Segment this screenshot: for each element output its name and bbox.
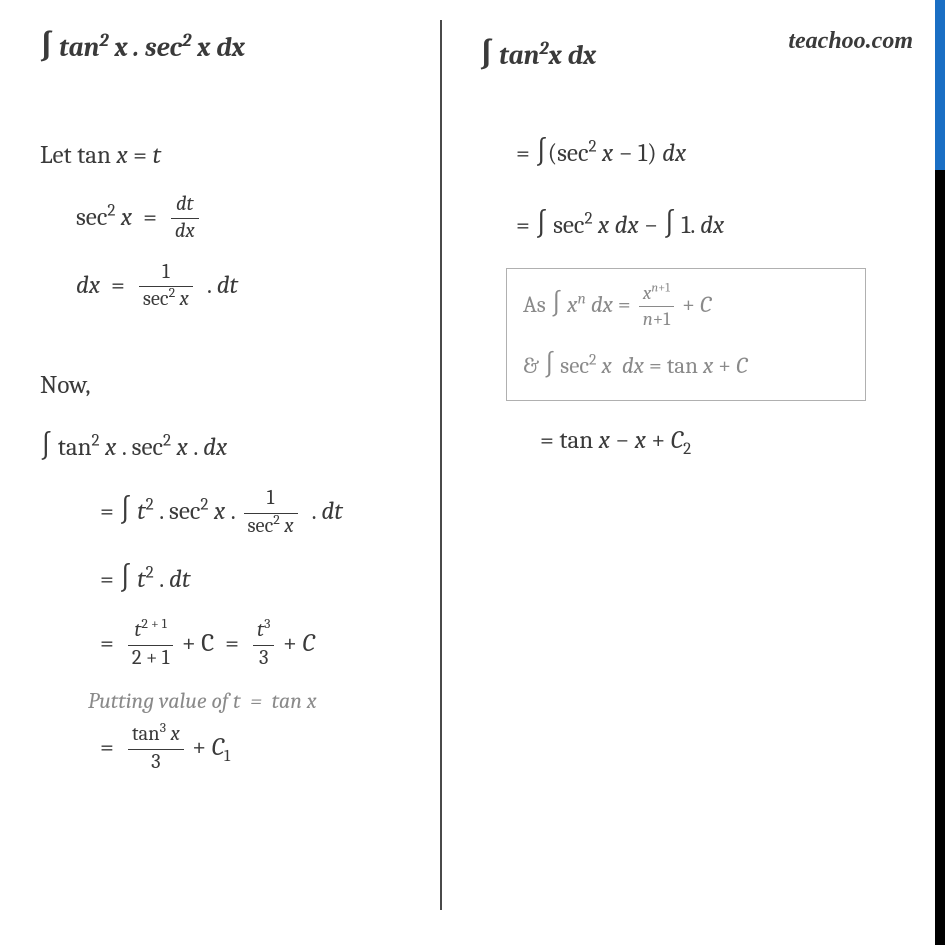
step-simplified: = ∫ t2 . dt <box>40 556 420 602</box>
right-final-answer: = tan x − x + C2 <box>480 421 900 461</box>
frac-num: t2 + 1 <box>128 620 173 645</box>
column-divider <box>440 20 442 910</box>
frac-den: 2 + 1 <box>128 645 173 671</box>
frac-num: tan3 x <box>128 724 184 749</box>
frac-den: sec2 x <box>139 286 193 312</box>
step-substituted: = ∫ t2 . sec2 x . 1sec2 x . dt <box>40 488 420 538</box>
left-final-answer: = tan3 x3 + C1 <box>40 724 420 774</box>
dx-eq: dx = 1sec2 x . dt <box>40 262 420 312</box>
frac-den: 3 <box>128 749 184 775</box>
accent-bar-black <box>935 170 945 945</box>
right-column: ∫ tan2x dx = ∫(sec2 x − 1) dx = ∫ sec2 x… <box>480 30 900 479</box>
accent-bar-blue <box>935 0 945 170</box>
frac-num: t3 <box>253 620 274 645</box>
frac-den: dx <box>171 218 199 244</box>
frac-den: 3 <box>253 645 274 671</box>
let-substitution: Let tan x = t <box>40 136 420 176</box>
restated-integral: ∫ tan2 x . sec2 x . dx <box>40 424 420 470</box>
right-step1: = ∫(sec2 x − 1) dx <box>480 130 900 176</box>
frac-num: xn+1 <box>639 283 674 306</box>
right-heading: ∫ tan2x dx <box>480 30 900 80</box>
frac-den: sec2 x <box>244 513 298 539</box>
right-step2: = ∫ sec2 x dx − ∫ 1. dx <box>480 202 900 248</box>
sec-rule-ref: & ∫ sec2 x dx = tan x + C <box>523 344 849 386</box>
power-rule-ref: As ∫ xn dx = xn+1n+1 + C <box>523 283 849 330</box>
frac-num: 1 <box>244 488 298 513</box>
frac-den: n+1 <box>639 306 674 330</box>
back-substitute-note: Putting value of t = tan x <box>40 688 420 714</box>
left-column: ∫ tan2 x . sec2 x dx Let tan x = t sec2 … <box>40 22 420 792</box>
formula-reference-box: As ∫ xn dx = xn+1n+1 + C & ∫ sec2 x dx =… <box>506 268 866 401</box>
left-heading: ∫ tan2 x . sec2 x dx <box>40 22 420 72</box>
frac-num: 1 <box>139 262 193 287</box>
frac-num: dt <box>171 194 199 219</box>
step-power-rule: = t2 + 12 + 1 + C = t33 + C <box>40 620 420 670</box>
derivative-eq: sec2 x = dtdx <box>40 194 420 244</box>
now-label: Now, <box>40 366 420 406</box>
